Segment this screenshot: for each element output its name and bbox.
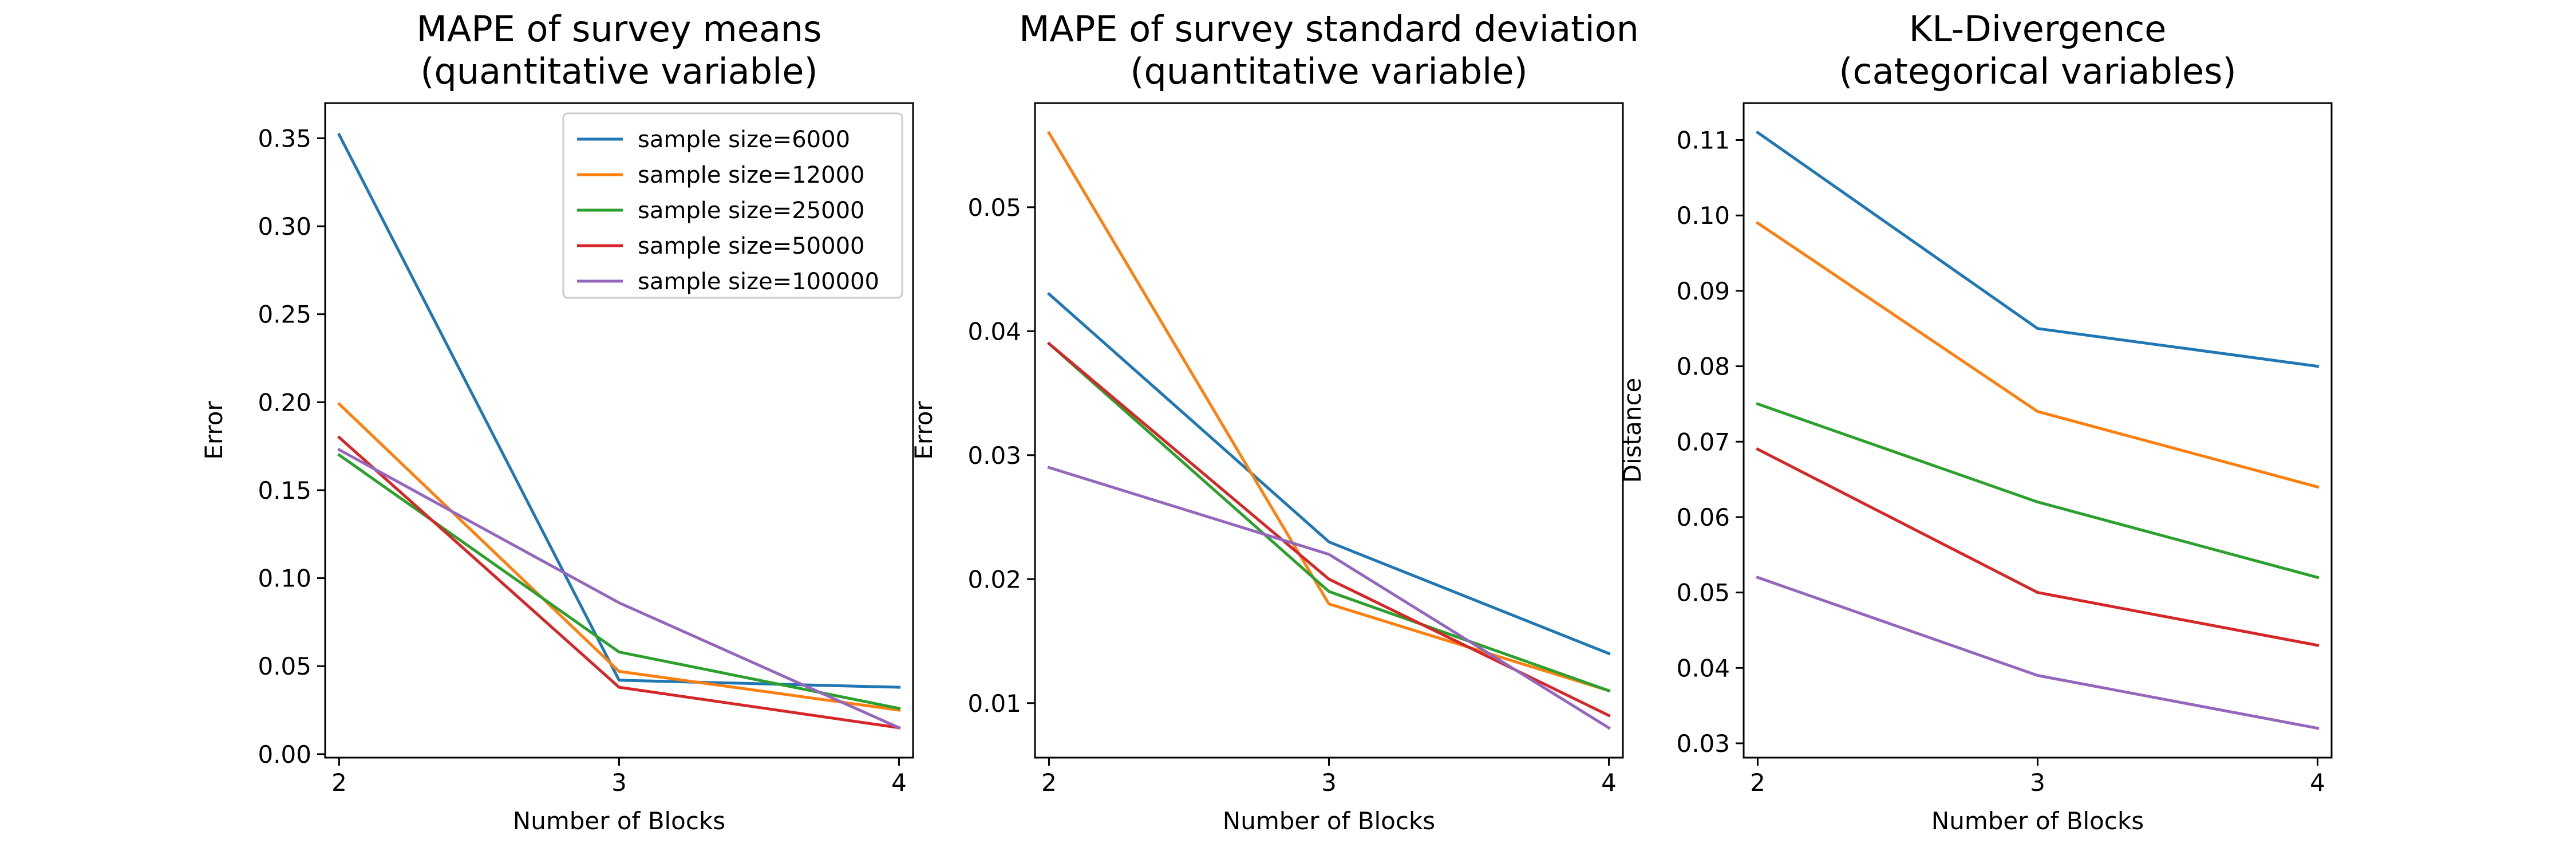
x-axis-label: Number of Blocks: [1931, 807, 2144, 835]
x-tick-label: 2: [1750, 769, 1765, 797]
series-line-sample-size-100000: [337, 447, 901, 730]
y-tick-label: 0.00: [258, 740, 311, 769]
y-tick-label: 0.09: [1676, 277, 1730, 305]
series-line-sample-size-50000: [337, 435, 901, 730]
legend-label: sample size=25000: [638, 198, 864, 224]
y-tick-label: 0.05: [1676, 579, 1730, 607]
chart-panel-1: MAPE of survey means(quantitative variab…: [200, 8, 914, 835]
legend-box: [562, 112, 903, 299]
x-tick-label: 4: [891, 769, 907, 797]
y-tick-label: 0.05: [967, 194, 1021, 222]
chart-title-line-2: (quantitative variable): [420, 50, 817, 92]
series-line-sample-size-25000: [1756, 402, 2320, 580]
y-tick-label: 0.30: [258, 212, 311, 241]
y-tick-label: 0.07: [1676, 428, 1730, 456]
x-tick-label: 2: [1041, 769, 1057, 797]
y-tick-label: 0.25: [258, 301, 311, 329]
x-axis-label: Number of Blocks: [1223, 807, 1435, 835]
y-tick-label: 0.15: [258, 476, 311, 505]
series-line-sample-size-6000: [1756, 130, 2320, 368]
y-tick-label: 0.10: [1676, 202, 1730, 230]
y-tick-label: 0.08: [1676, 353, 1730, 381]
y-tick-label: 0.11: [1676, 127, 1730, 155]
y-tick-label: 0.04: [1676, 654, 1730, 682]
y-axis-label: Error: [910, 401, 938, 460]
chart-panel-2: MAPE of survey standard deviation(quanti…: [910, 8, 1639, 835]
x-tick-label: 4: [2310, 769, 2325, 797]
y-tick-label: 0.02: [967, 565, 1021, 593]
y-axis-label: Distance: [1618, 378, 1646, 483]
series-line-sample-size-12000: [1047, 131, 1611, 693]
y-tick-label: 0.20: [258, 388, 311, 416]
chart-panel-3: KL-Divergence(categorical variables) 2 3 4 0…: [1618, 8, 2333, 835]
series-line-sample-size-100000: [1047, 466, 1611, 730]
chart-title-line-2: (categorical variables): [1839, 50, 2236, 92]
x-tick-label: 2: [331, 769, 347, 797]
series-line-sample-size-100000: [1756, 576, 2320, 730]
x-tick-label: 3: [1321, 769, 1337, 797]
series-line-sample-size-12000: [1756, 220, 2320, 489]
x-tick-label: 4: [1601, 769, 1617, 797]
y-tick-label: 0.03: [1676, 730, 1730, 758]
chart-title-line-1: MAPE of survey standard deviation: [1019, 8, 1639, 50]
series-line-sample-size-25000: [1046, 341, 1611, 693]
y-tick-label: 0.35: [258, 124, 311, 152]
series-line-sample-size-50000: [1756, 447, 2320, 647]
series-line-sample-size-6000: [1046, 291, 1611, 656]
x-tick-label: 3: [2030, 769, 2045, 797]
chart-title-line-2: (quantitative variable): [1130, 50, 1527, 92]
y-tick-label: 0.10: [258, 565, 311, 593]
y-tick-label: 0.04: [967, 317, 1021, 345]
y-tick-label: 0.01: [967, 689, 1021, 718]
legend-label: sample size=6000: [638, 127, 850, 153]
legend-label: sample size=50000: [638, 233, 864, 259]
y-tick-label: 0.03: [967, 442, 1021, 470]
legend-label: sample size=100000: [638, 269, 879, 295]
y-tick-label: 0.06: [1676, 503, 1730, 531]
y-tick-label: 0.05: [258, 652, 311, 680]
chart-title-line-1: MAPE of survey means: [416, 8, 821, 50]
x-axis-label: Number of Blocks: [513, 807, 725, 835]
y-axis-label: Error: [200, 401, 228, 460]
series-line-sample-size-12000: [337, 401, 901, 712]
chart-title-line-1: KL-Divergence: [1909, 8, 2167, 50]
legend-label: sample size=12000: [638, 162, 864, 188]
legend: sample size=6000 sample size=12000 sample …: [562, 112, 903, 299]
x-tick-label: 3: [611, 769, 627, 797]
